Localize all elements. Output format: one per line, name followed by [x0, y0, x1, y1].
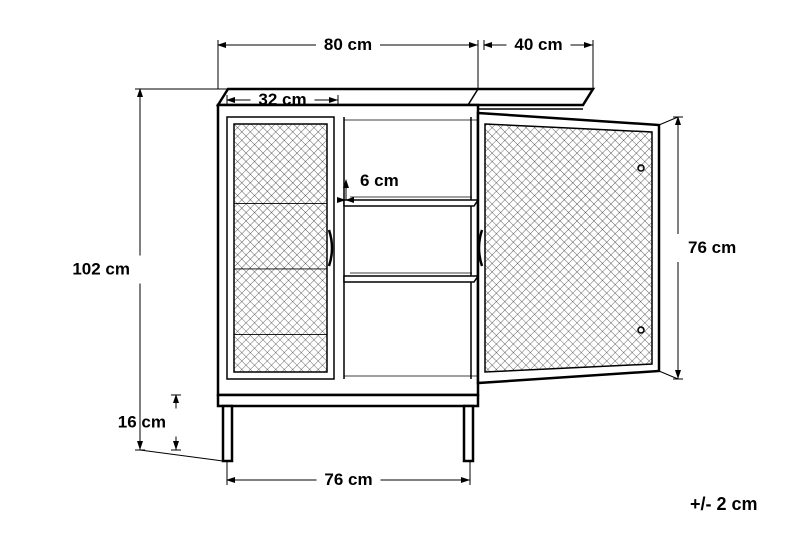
cabinet-dimension-diagram: 80 cm 40 cm 32 cm 76 cm 102 cm 16 cm 76 cm 6 cm…	[0, 0, 800, 533]
dimension-label: 6 cm	[360, 171, 399, 190]
dimension-label: 76 cm	[688, 238, 736, 257]
dimension-label: 16 cm	[118, 413, 166, 432]
shelf	[344, 200, 478, 206]
cabinet-geometry	[218, 89, 659, 461]
dimension-label: 76 cm	[324, 470, 372, 489]
dimension-label: 40 cm	[514, 35, 562, 54]
dimension-label: 102 cm	[72, 260, 130, 279]
tolerance-note: +/- 2 cm	[690, 494, 758, 514]
shelf	[344, 276, 478, 282]
door-right-mesh	[485, 124, 652, 372]
dimension-label: 32 cm	[258, 90, 306, 109]
dimension-label: 80 cm	[324, 35, 372, 54]
